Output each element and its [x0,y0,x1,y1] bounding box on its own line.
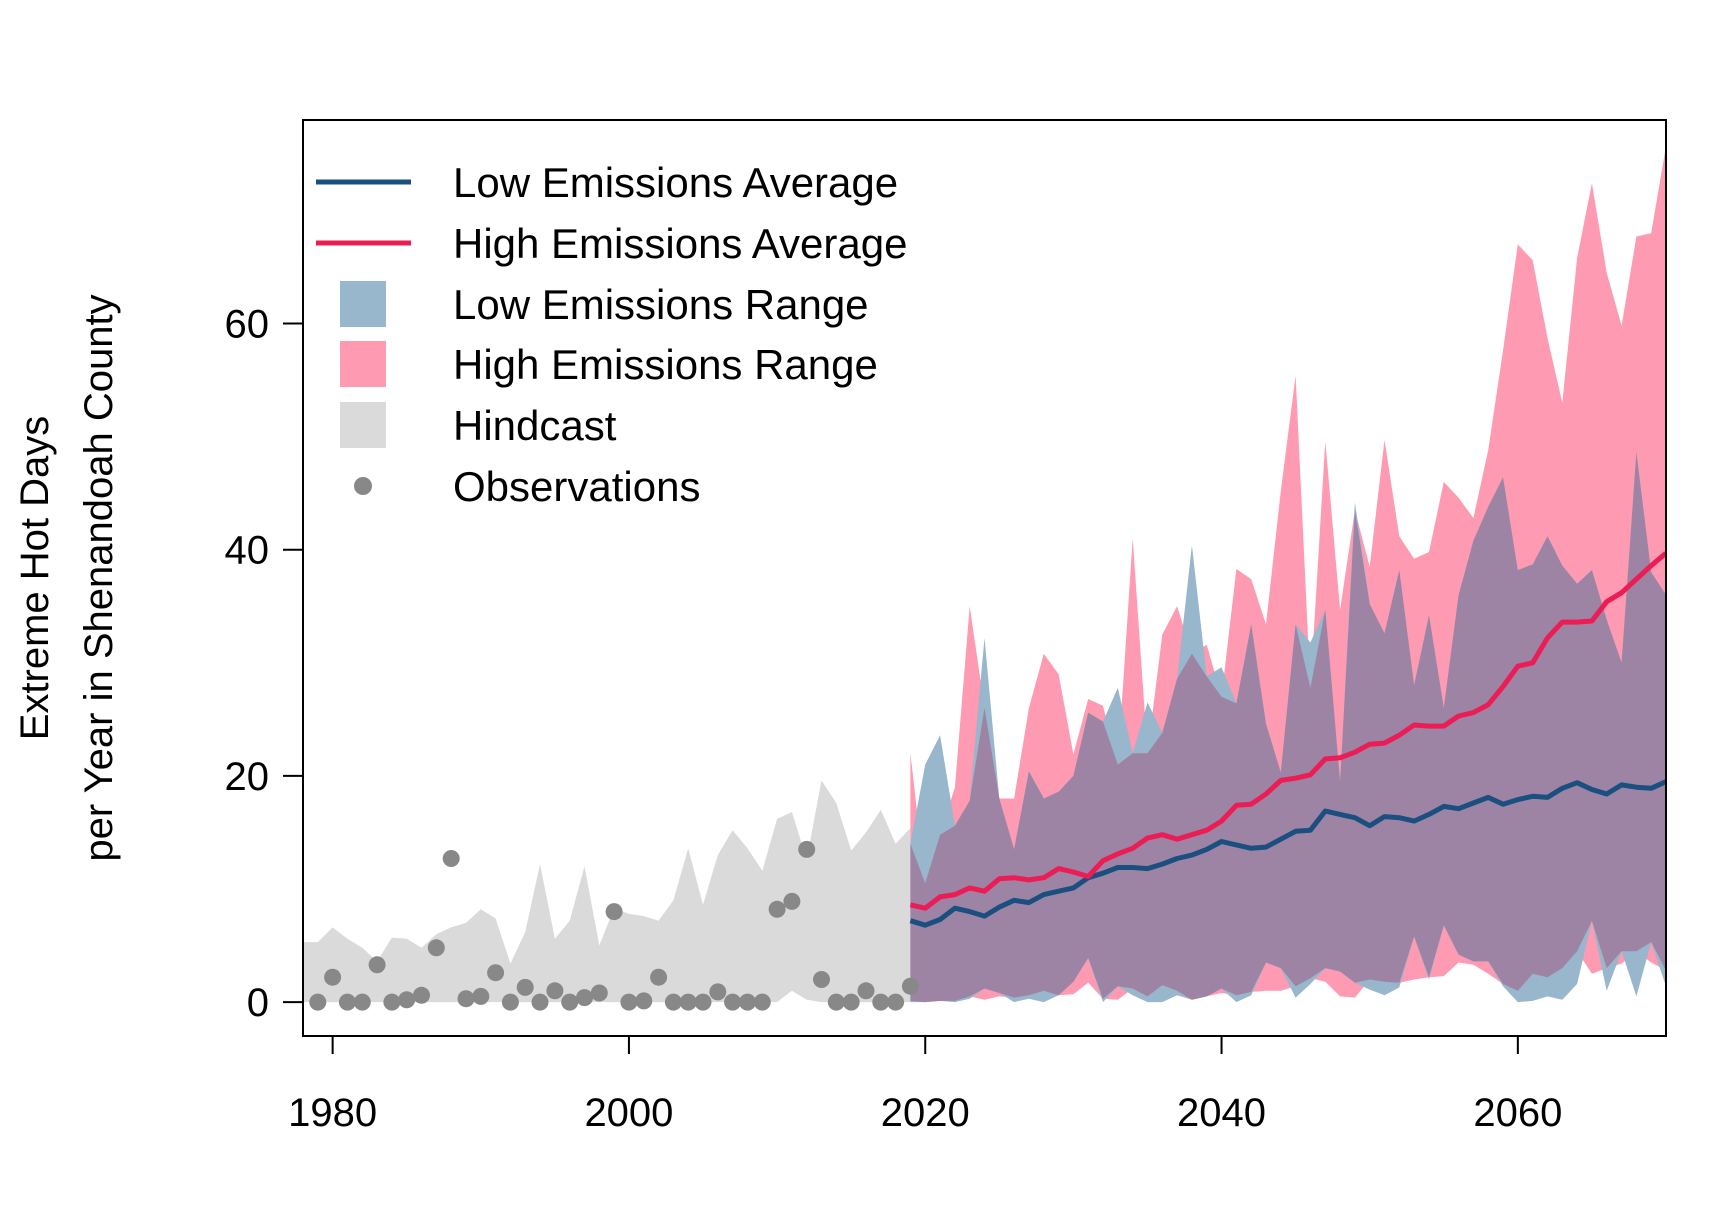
legend-point-swatch [354,477,372,495]
observation-point [783,892,801,910]
x-tick-label: 2000 [584,1091,673,1135]
observation-point [531,993,549,1011]
plot-areas [303,146,1666,1003]
observation-point [709,983,727,1001]
observation-point [679,993,697,1011]
observation-point [842,993,860,1011]
plot-lines [909,551,1666,928]
observation-point [857,982,875,1000]
y-axis: 0 20 40 60 [225,303,303,1025]
y-tick-label: 20 [225,755,270,799]
observation-point [753,993,771,1011]
legend-label: Observations [453,463,700,510]
observation-point [576,989,593,1007]
high-emissions-average-line [909,551,1666,911]
y-axis-title-line: Extreme Hot Days [13,416,57,741]
low-emissions-average-line [909,779,1666,928]
observation-point [739,993,756,1011]
observation-point [605,903,623,921]
observation-point [546,982,564,1000]
plot-points [309,840,919,1011]
observation-point [501,993,519,1011]
legend-label: Low Emissions Average [453,159,898,206]
legend-label: High Emissions Range [453,341,878,388]
observation-point [694,993,712,1011]
observation-point [872,993,890,1011]
legend-box-swatch [340,402,386,448]
observation-point [383,993,401,1011]
observation-point [368,956,386,974]
legend-box-swatch [340,341,386,387]
observation-point [768,900,786,918]
y-axis-title-line: per Year in Shenandoah County [77,294,121,861]
observation-point [487,964,505,982]
observation-point [724,993,742,1011]
legend-label: Hindcast [453,402,617,449]
observation-point [398,991,416,1009]
hindcast-band [303,780,911,1003]
observation-point [457,990,475,1008]
y-axis-title: Extreme Hot Days per Year in Shenandoah C… [13,294,121,861]
observation-point [427,939,445,957]
x-tick-label: 1980 [288,1091,377,1135]
observation-point [635,992,653,1010]
observation-point [887,993,905,1011]
legend-label: High Emissions Average [453,220,907,267]
observation-point [561,993,579,1011]
x-tick-label: 2020 [881,1091,970,1135]
legend-box-swatch [340,281,386,327]
observation-point [472,987,490,1005]
observation-point [813,971,830,988]
observation-point [798,840,816,858]
observation-point [353,993,371,1011]
observation-point [620,993,638,1011]
observation-point [590,984,608,1002]
observation-point [324,968,342,986]
plot-frame [302,119,1667,1037]
observation-point [338,993,356,1011]
observation-point [413,986,430,1004]
observation-point [516,978,534,996]
legend-label: Low Emissions Range [453,281,869,328]
x-tick-label: 2040 [1177,1091,1266,1135]
x-tick-label: 2060 [1473,1091,1562,1135]
x-axis: 1980 2000 2020 2040 2060 [288,1036,1562,1135]
y-tick-label: 60 [225,303,270,347]
observation-point [650,968,668,986]
y-tick-label: 0 [247,981,269,1025]
observation-point [827,993,845,1011]
observation-point [664,993,682,1011]
observation-point [442,850,460,867]
legend: Low Emissions Average High Emissions Aver… [316,159,907,510]
observation-point [901,977,919,995]
y-tick-label: 40 [225,529,270,573]
observation-point [309,993,327,1011]
